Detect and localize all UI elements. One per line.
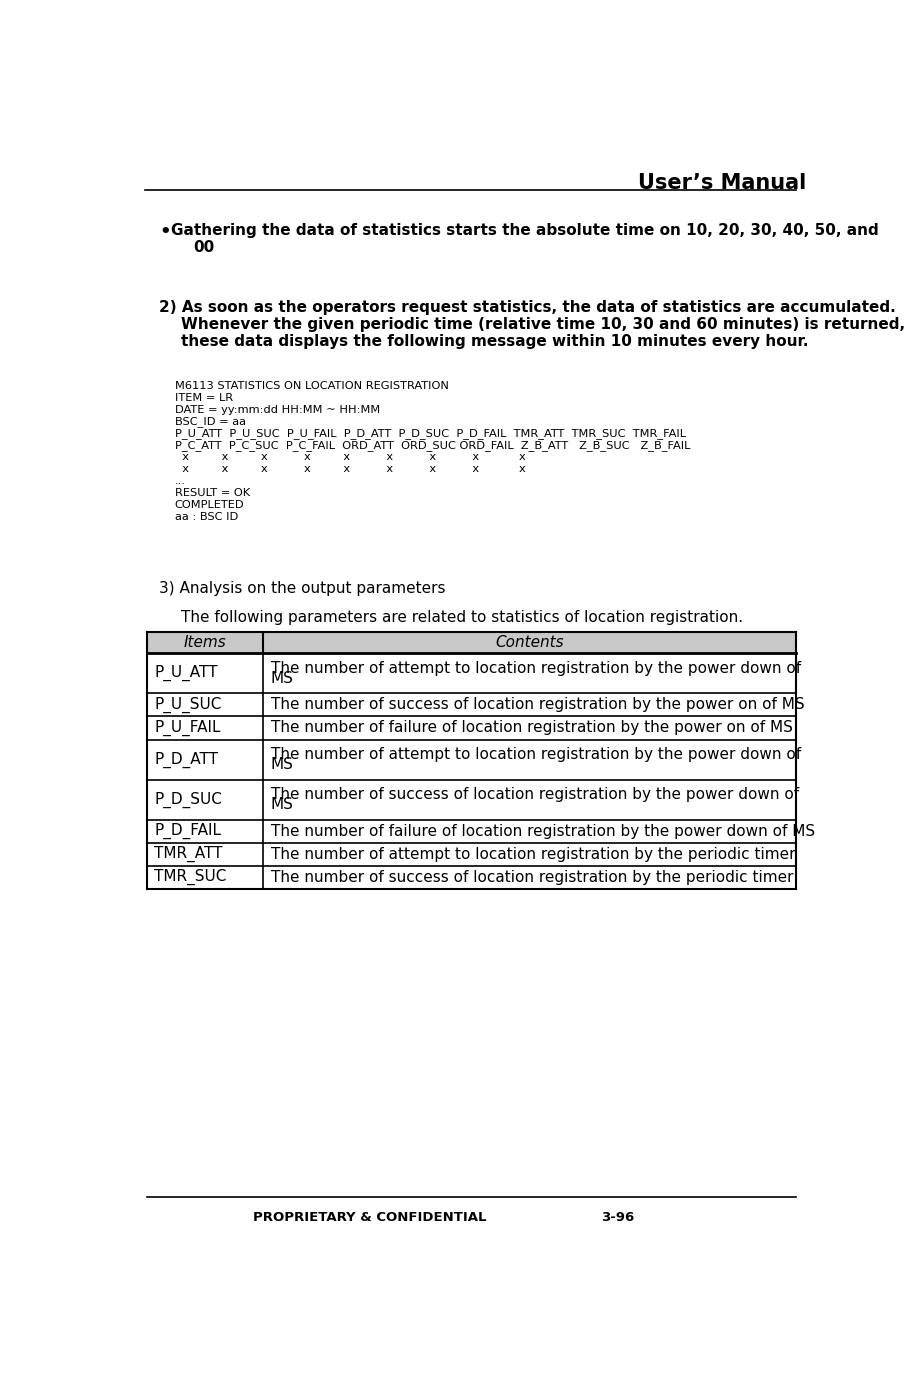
Text: Contents: Contents <box>495 634 564 649</box>
Text: these data displays the following message within 10 minutes every hour.: these data displays the following messag… <box>181 334 808 348</box>
Text: x         x         x          x         x          x          x          x     : x x x x x x x x <box>174 464 525 475</box>
Text: BSC_ID = aa: BSC_ID = aa <box>174 417 246 428</box>
Text: 3) Analysis on the output parameters: 3) Analysis on the output parameters <box>159 581 446 596</box>
Text: The following parameters are related to statistics of location registration.: The following parameters are related to … <box>181 610 743 625</box>
Text: User’s Manual: User’s Manual <box>638 173 806 193</box>
Text: The number of failure of location registration by the power down of MS: The number of failure of location regist… <box>270 824 814 838</box>
Text: P_U_SUC: P_U_SUC <box>154 696 222 713</box>
Text: P_U_FAIL: P_U_FAIL <box>154 720 221 736</box>
Text: The number of attempt to location registration by the power down of: The number of attempt to location regist… <box>270 660 801 676</box>
Text: P_U_ATT: P_U_ATT <box>154 665 218 681</box>
Text: TMR_SUC: TMR_SUC <box>154 870 226 886</box>
Text: The number of attempt to location registration by the power down of: The number of attempt to location regist… <box>270 747 801 762</box>
Text: MS: MS <box>270 671 294 685</box>
Text: P_D_FAIL: P_D_FAIL <box>154 823 222 839</box>
Text: DATE = yy:mm:dd HH:MM ~ HH:MM: DATE = yy:mm:dd HH:MM ~ HH:MM <box>174 405 380 414</box>
Text: The number of failure of location registration by the power on of MS: The number of failure of location regist… <box>270 721 792 736</box>
Text: 2) As soon as the operators request statistics, the data of statistics are accum: 2) As soon as the operators request stat… <box>159 300 896 315</box>
Text: TMR_ATT: TMR_ATT <box>154 846 223 863</box>
Bar <box>147 632 796 654</box>
Text: MS: MS <box>270 757 294 772</box>
Text: Gathering the data of statistics starts the absolute time on 10, 20, 30, 40, 50,: Gathering the data of statistics starts … <box>172 223 879 238</box>
Text: Whenever the given periodic time (relative time 10, 30 and 60 minutes) is return: Whenever the given periodic time (relati… <box>181 316 905 332</box>
Text: x         x         x          x         x          x          x          x     : x x x x x x x x <box>174 453 525 462</box>
Text: P_C_ATT  P_C_SUC  P_C_FAIL  ORD_ATT  ORD_SUC ORD_FAIL  Z_B_ATT   Z_B_SUC   Z_B_F: P_C_ATT P_C_SUC P_C_FAIL ORD_ATT ORD_SUC… <box>174 440 690 451</box>
Text: The number of success of location registration by the power on of MS: The number of success of location regist… <box>270 698 804 713</box>
Text: P_D_SUC: P_D_SUC <box>154 791 222 808</box>
Text: COMPLETED: COMPLETED <box>174 499 244 510</box>
Text: 3-96: 3-96 <box>602 1211 635 1223</box>
Text: The number of success of location registration by the power down of: The number of success of location regist… <box>270 787 799 802</box>
Text: aa : BSC ID: aa : BSC ID <box>174 512 237 522</box>
Text: The number of success of location registration by the periodic timer: The number of success of location regist… <box>270 870 793 885</box>
Text: 00: 00 <box>194 239 215 255</box>
Text: ITEM = LR: ITEM = LR <box>174 392 233 403</box>
Text: PROPRIETARY & CONFIDENTIAL: PROPRIETARY & CONFIDENTIAL <box>253 1211 487 1223</box>
Text: P_D_ATT: P_D_ATT <box>154 751 218 768</box>
Text: M6113 STATISTICS ON LOCATION REGISTRATION: M6113 STATISTICS ON LOCATION REGISTRATIO… <box>174 381 448 391</box>
Text: Items: Items <box>184 634 226 649</box>
Text: •: • <box>159 223 171 241</box>
Text: RESULT = OK: RESULT = OK <box>174 488 249 498</box>
Text: The number of attempt to location registration by the periodic timer: The number of attempt to location regist… <box>270 846 795 861</box>
Text: ...: ... <box>174 476 185 486</box>
Text: P_U_ATT  P_U_SUC  P_U_FAIL  P_D_ATT  P_D_SUC  P_D_FAIL  TMR_ATT  TMR_SUC  TMR_FA: P_U_ATT P_U_SUC P_U_FAIL P_D_ATT P_D_SUC… <box>174 428 686 439</box>
Text: MS: MS <box>270 797 294 812</box>
